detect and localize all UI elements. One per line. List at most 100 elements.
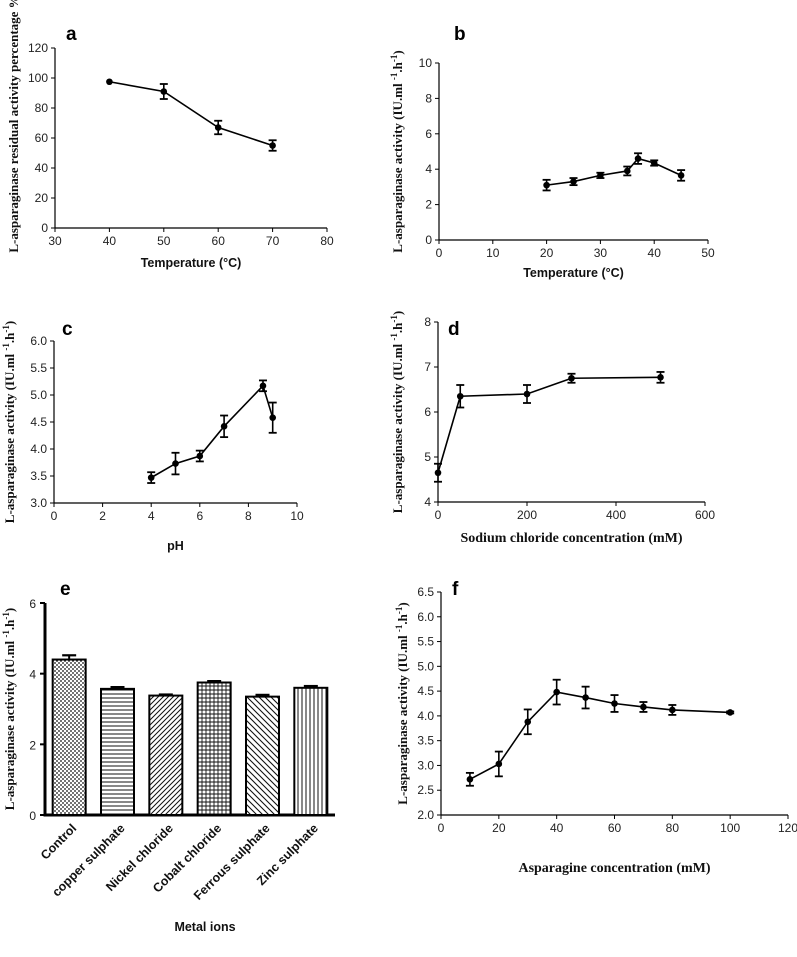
data-point (106, 78, 113, 86)
x-tick-label: 80 (666, 821, 680, 835)
data-point (597, 172, 604, 179)
data-point (160, 88, 168, 95)
x-tick-label: 50 (701, 246, 715, 260)
y-axis-label-part: -1 (389, 72, 399, 80)
y-tick-label: 6.5 (417, 585, 434, 599)
y-tick-label: 0 (41, 221, 48, 235)
y-tick-label: 6 (425, 127, 432, 141)
data-point (634, 155, 642, 162)
y-axis-label-part: L-asparaginase activity (IU.ml (2, 638, 17, 811)
data-point (568, 374, 575, 382)
y-axis-label-part: -1 (389, 333, 399, 341)
data-point (726, 709, 734, 716)
y-tick-label: 6.0 (30, 334, 47, 348)
data-point (553, 688, 560, 696)
data-point (196, 452, 204, 460)
x-tick-label: 100 (720, 821, 740, 835)
x-axis-label: Metal ions (174, 920, 235, 934)
y-axis-label: L-asparaginase activity (IU.ml -1.h-1) (394, 602, 410, 804)
series-line (437, 376, 661, 473)
y-tick-label: 4.0 (30, 442, 47, 456)
y-axis-label-part: -1 (394, 606, 404, 614)
x-tick-label: 400 (606, 508, 626, 522)
y-tick-label: 40 (35, 161, 49, 175)
data-point (214, 124, 222, 131)
data-point (611, 700, 618, 707)
y-tick-label: 0 (425, 233, 432, 247)
y-tick-label: 100 (28, 71, 48, 85)
y-axis-label-part: -1 (1, 612, 11, 620)
bar (51, 658, 87, 816)
data-point (172, 460, 179, 467)
x-tick-label: 60 (608, 821, 622, 835)
panel-letter: e (60, 579, 71, 600)
y-tick-label: 0 (29, 809, 36, 823)
data-point (669, 706, 676, 714)
x-tick-label: 4 (148, 509, 155, 523)
y-axis-label: L-asparaginase activity (IU.ml -1.h-1) (389, 50, 405, 252)
y-axis-label-part: ) (395, 602, 410, 606)
data-point (624, 167, 631, 175)
y-tick-label: 6.0 (417, 610, 434, 624)
data-point (543, 181, 550, 189)
y-tick-label: 2 (425, 198, 432, 212)
x-axis-label: Temperature (°C) (523, 266, 624, 280)
bar (293, 686, 329, 816)
x-tick-label: 30 (594, 246, 608, 260)
x-tick-label: 50 (157, 234, 171, 248)
data-point (456, 392, 464, 400)
data-point (269, 142, 276, 149)
y-tick-label: 8 (425, 91, 432, 105)
x-tick-label: 30 (48, 234, 62, 248)
x-tick-label: 40 (550, 821, 564, 835)
bar (148, 694, 184, 816)
data-point (640, 703, 647, 711)
data-point (524, 718, 532, 726)
data-point (657, 374, 664, 381)
x-tick-label: 2 (99, 509, 106, 523)
y-tick-label: 6 (424, 405, 431, 419)
y-axis-label: L-asparaginase residual activity percent… (6, 0, 21, 253)
y-tick-label: 120 (28, 41, 48, 55)
x-tick-label: 600 (695, 508, 715, 522)
x-tick-label: 0 (438, 821, 445, 835)
data-point (259, 382, 267, 390)
data-point (466, 776, 474, 783)
y-axis-label-part: -1 (1, 343, 11, 351)
x-tick-label: 80 (320, 234, 334, 248)
x-tick-label: 70 (266, 234, 280, 248)
y-tick-label: 7 (424, 360, 431, 374)
x-tick-label: 8 (245, 509, 252, 523)
y-tick-label: 2.0 (417, 808, 434, 822)
panel-letter: b (454, 24, 466, 45)
x-tick-label: 10 (290, 509, 304, 523)
y-axis-label-part: ) (2, 321, 17, 325)
panel-letter: a (66, 24, 77, 45)
y-axis-label-part: .h (390, 61, 405, 72)
y-axis-label-part: ) (390, 311, 405, 315)
y-tick-label: 6 (29, 597, 36, 611)
series-line (150, 384, 274, 479)
data-point (269, 414, 277, 421)
data-point (147, 474, 155, 481)
y-tick-label: 3.0 (30, 496, 47, 510)
y-tick-label: 20 (35, 191, 49, 205)
panel-b: 0 2 4 6 8 10 0 10 20 30 40 50 Temperature (°C) L-aspa… (389, 24, 715, 280)
y-tick-label: 3.0 (417, 758, 434, 772)
data-point (570, 178, 577, 185)
y-axis-label-part: .h (395, 613, 410, 624)
data-point (523, 390, 531, 398)
series-line (109, 80, 273, 147)
data-point (434, 469, 442, 477)
y-tick-label: 2 (29, 738, 36, 752)
panel-letter: d (448, 319, 460, 340)
y-axis-label-part: -1 (1, 325, 11, 333)
panel-letter: f (452, 579, 459, 600)
y-axis-label: L-asparaginase activity (IU.ml -1.h-1) (1, 608, 17, 810)
y-tick-label: 4.0 (417, 709, 434, 723)
panel-letter: c (62, 319, 73, 340)
y-axis-label-part: L-asparaginase activity (IU.ml (390, 341, 405, 514)
y-axis-label-part: .h (390, 322, 405, 333)
